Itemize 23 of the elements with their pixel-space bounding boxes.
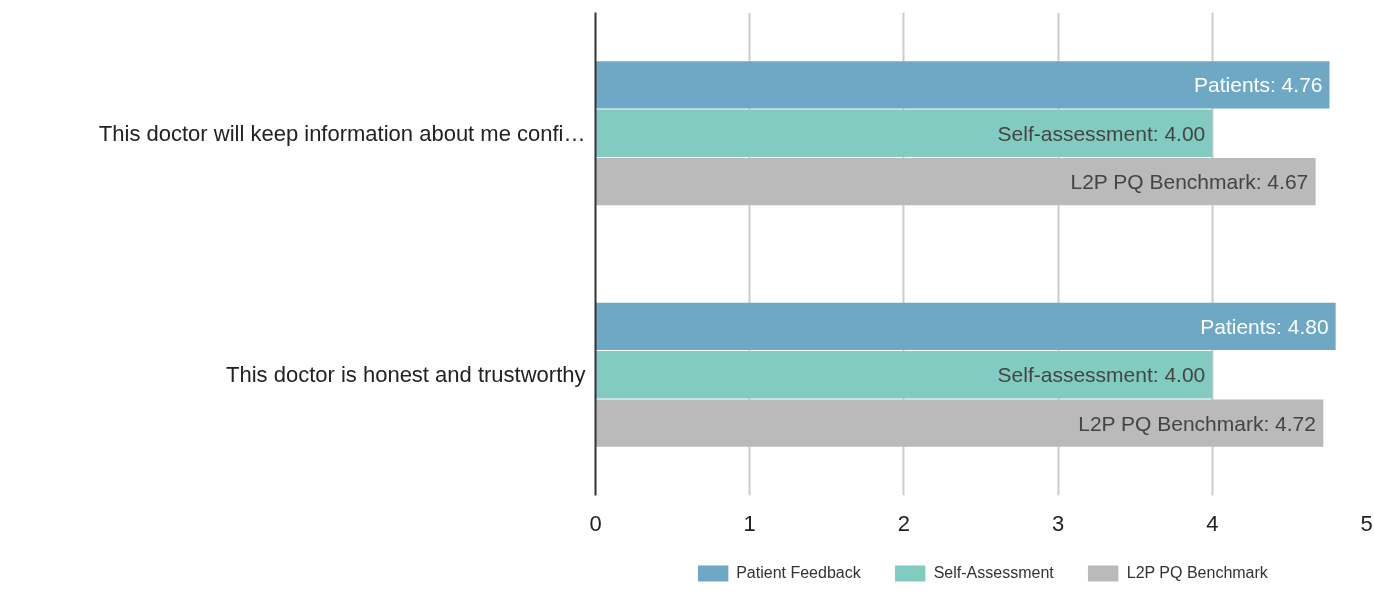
bar — [595, 109, 1213, 157]
bar — [595, 399, 1324, 447]
x-tick-label: 4 — [1206, 510, 1219, 536]
legend-label: Self-Assessment — [933, 564, 1054, 582]
bar — [595, 61, 1330, 109]
legend-label: Patient Feedback — [736, 564, 861, 582]
x-tick-label: 5 — [1360, 510, 1373, 536]
bar — [595, 302, 1336, 351]
data-label: L2P PQ Benchmark: 4.72 — [1078, 411, 1316, 435]
y-tick-label: This doctor is honest and trustworthy — [226, 362, 586, 388]
x-tick-label: 0 — [589, 510, 602, 536]
data-label: Self-assessment: 4.00 — [997, 363, 1206, 387]
x-tick-label: 3 — [1051, 510, 1065, 536]
bar — [595, 351, 1213, 399]
data-label: Patients: 4.80 — [1200, 314, 1329, 338]
data-label: Patients: 4.76 — [1194, 73, 1323, 97]
x-tick-label: 1 — [743, 510, 756, 536]
legend-label: L2P PQ Benchmark — [1126, 564, 1268, 582]
y-tick-label: This doctor will keep information about me confi… — [98, 120, 586, 146]
bar — [595, 157, 1316, 206]
x-tick-label: 2 — [897, 510, 911, 536]
data-label: L2P PQ Benchmark: 4.67 — [1070, 170, 1309, 194]
data-label: Self-assessment: 4.00 — [997, 121, 1206, 145]
